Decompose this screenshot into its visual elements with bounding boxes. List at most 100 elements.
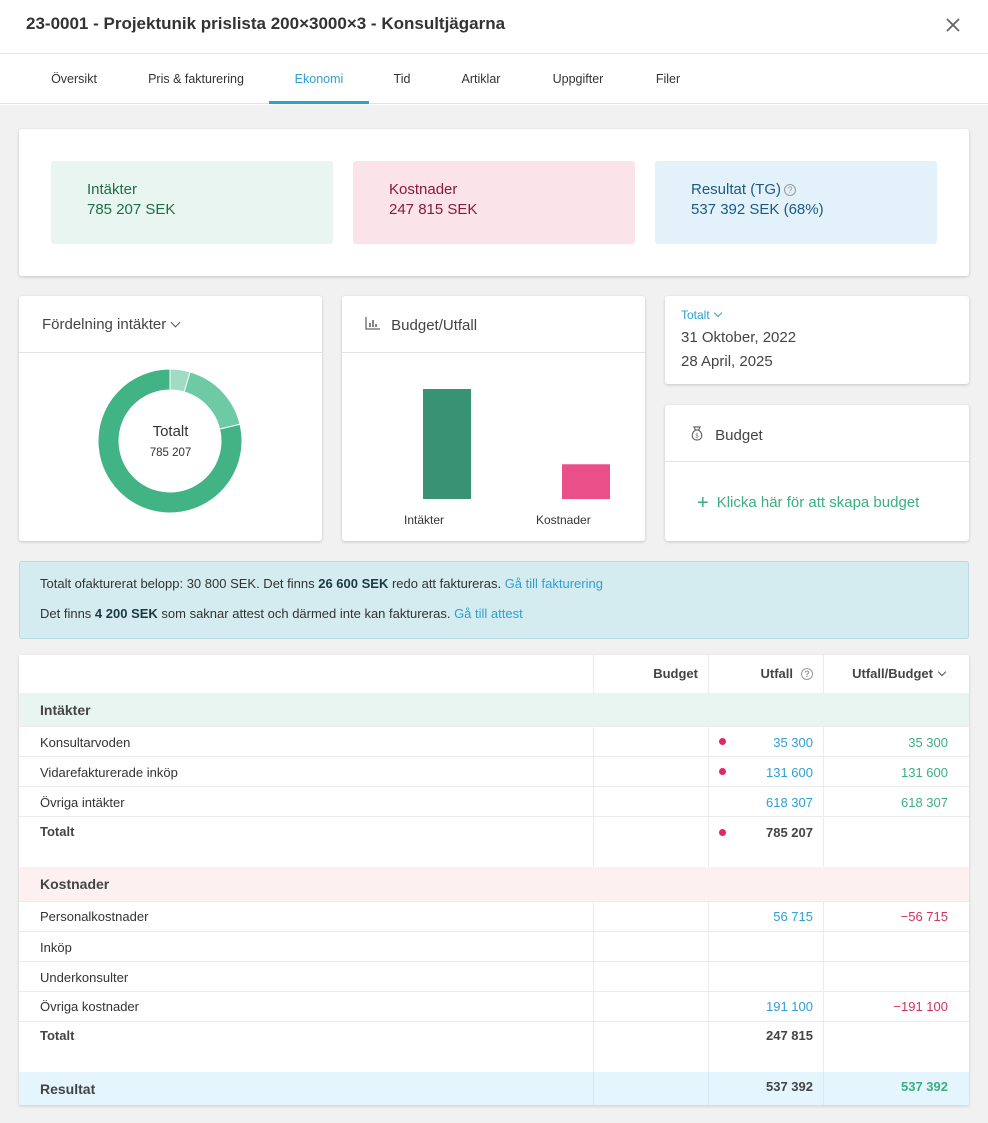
- row-outcome-value: 785 207: [766, 825, 813, 840]
- row-outcome-value[interactable]: 618 307: [766, 795, 813, 810]
- section-header-costs: Kostnader: [19, 867, 969, 901]
- row-ratio: 618 307: [823, 787, 969, 816]
- distribution-card: Fördelning intäkter Totalt 785 207: [19, 296, 322, 541]
- budget-card-header: $ Budget: [665, 405, 969, 462]
- row-label: Vidarefakturerade inköp: [40, 765, 178, 780]
- column-budget: Budget: [593, 655, 708, 693]
- chevron-down-icon: [713, 308, 722, 318]
- period-selector[interactable]: Totalt: [681, 308, 722, 322]
- row-ratio: [823, 932, 969, 961]
- info-text: redo att faktureras.: [388, 576, 505, 591]
- invoicing-info-box: Totalt ofakturerat belopp: 30 800 SEK. D…: [19, 561, 969, 639]
- distribution-dropdown[interactable]: Fördelning intäkter: [19, 296, 322, 353]
- budget-outcome-header: Budget/Utfall: [342, 296, 645, 353]
- tab-tid[interactable]: Tid: [393, 72, 411, 86]
- bar-intäkter[interactable]: [423, 389, 471, 499]
- tab-uppgifter[interactable]: Uppgifter: [552, 72, 604, 86]
- svg-text:$: $: [695, 433, 699, 440]
- info-text: Det finns: [40, 606, 95, 621]
- status-dot: [719, 738, 726, 745]
- section-header-income: Intäkter: [19, 693, 969, 726]
- go-to-attest-link[interactable]: Gå till attest: [454, 606, 523, 621]
- row-outcome: 618 307: [708, 787, 823, 816]
- table-row-total-costs: Totalt 247 815: [19, 1021, 969, 1072]
- column-ratio-sort[interactable]: Utfall/Budget: [823, 655, 969, 693]
- status-dot: [719, 829, 726, 836]
- income-value: 785 207 SEK: [87, 201, 176, 218]
- bar-label-costs: Kostnader: [536, 513, 591, 527]
- table-row: Underkonsulter: [19, 961, 969, 991]
- period-card: Totalt 31 Oktober, 2022 28 April, 2025: [665, 296, 969, 384]
- bar-kostnader[interactable]: [562, 464, 610, 499]
- table-row: Konsultarvoden 35 300 35 300: [19, 726, 969, 756]
- tab-oversikt[interactable]: Översikt: [51, 72, 97, 86]
- table-row: Personalkostnader 56 715 −56 715: [19, 901, 969, 931]
- income-label: Intäkter: [87, 181, 138, 198]
- budget-card: $ Budget + Klicka här för att skapa budge…: [665, 405, 969, 541]
- period-start: 31 Oktober, 2022: [681, 329, 797, 346]
- result-value: 537 392 SEK (68%): [691, 201, 824, 218]
- tab-ekonomi[interactable]: Ekonomi: [269, 54, 369, 104]
- result-label: Resultat (TG): [691, 181, 782, 198]
- section-title-costs: Kostnader: [40, 876, 110, 892]
- donut-slice-3[interactable]: [97, 368, 243, 514]
- row-budget: [593, 817, 708, 867]
- create-budget-label: Klicka här för att skapa budget: [716, 494, 920, 511]
- economy-content: Intäkter 785 207 SEK Kostnader 247 815 S…: [0, 105, 988, 1123]
- go-to-invoicing-link[interactable]: Gå till fakturering: [504, 576, 603, 591]
- row-outcome: 247 815: [708, 1022, 823, 1072]
- info-text: Totalt ofakturerat belopp: 30 800 SEK. D…: [40, 576, 319, 591]
- row-outcome[interactable]: 191 100: [708, 992, 823, 1021]
- cost-label: Kostnader: [389, 181, 458, 198]
- section-title-income: Intäkter: [40, 702, 91, 718]
- tab-filer[interactable]: Filer: [655, 72, 681, 86]
- row-budget: [593, 757, 708, 786]
- budget-outcome-card: Budget/Utfall Intäkter Kostnader: [342, 296, 645, 541]
- row-label: Konsultarvoden: [40, 735, 131, 750]
- row-budget: [593, 1022, 708, 1072]
- chevron-down-icon: [937, 667, 947, 677]
- row-label: Inköp: [40, 940, 72, 955]
- question-circle-icon[interactable]: ?: [784, 184, 797, 196]
- row-label: Resultat: [40, 1081, 96, 1097]
- row-outcome[interactable]: 56 715: [708, 902, 823, 931]
- page-title: 23-0001 - Projektunik prislista 200×3000…: [26, 14, 506, 33]
- plus-icon: +: [697, 492, 709, 514]
- table-row: Övriga intäkter 618 307 618 307: [19, 786, 969, 816]
- row-outcome: 35 300: [708, 727, 823, 756]
- question-circle-icon[interactable]: ?: [801, 668, 813, 680]
- row-budget: [593, 932, 708, 961]
- donut-center-label: Totalt: [152, 423, 189, 440]
- info-amount-unattested: 4 200 SEK: [94, 606, 158, 621]
- table-row: Vidarefakturerade inköp 131 600 131 600: [19, 756, 969, 786]
- tab-bar: Översikt Pris & fakturering Ekonomi Tid …: [0, 54, 988, 104]
- row-outcome: [708, 932, 823, 961]
- row-outcome-value[interactable]: 35 300: [773, 735, 813, 750]
- create-budget-button[interactable]: + Klicka här för att skapa budget: [697, 492, 919, 515]
- column-ratio-label: Utfall/Budget: [852, 666, 933, 681]
- row-outcome-value[interactable]: 131 600: [766, 765, 813, 780]
- row-budget: [593, 1072, 708, 1105]
- economy-table: Budget Utfall? Utfall/Budget Intäkter Ko…: [19, 655, 969, 1105]
- bar-label-income: Intäkter: [404, 513, 445, 527]
- row-label: Underkonsulter: [40, 970, 129, 985]
- modal-header: 23-0001 - Projektunik prislista 200×3000…: [0, 0, 988, 54]
- donut-slice-2[interactable]: [183, 371, 241, 430]
- tab-pris-fakturering[interactable]: Pris & fakturering: [148, 72, 244, 86]
- status-dot: [719, 768, 726, 775]
- tab-artiklar[interactable]: Artiklar: [461, 72, 501, 86]
- row-budget: [593, 787, 708, 816]
- close-icon[interactable]: [942, 12, 964, 38]
- column-outcome: Utfall?: [708, 655, 823, 693]
- row-ratio: 35 300: [823, 727, 969, 756]
- row-label: Totalt: [40, 824, 75, 839]
- table-header-empty: [19, 655, 593, 693]
- budget-card-title: Budget: [715, 427, 763, 444]
- info-line-1: Totalt ofakturerat belopp: 30 800 SEK. D…: [40, 576, 603, 591]
- row-budget: [593, 992, 708, 1021]
- row-budget: [593, 902, 708, 931]
- period-end: 28 April, 2025: [681, 353, 773, 370]
- row-label: Personalkostnader: [40, 909, 149, 924]
- chevron-down-icon: [170, 317, 181, 328]
- table-row-result: Resultat 537 392 537 392: [19, 1072, 969, 1105]
